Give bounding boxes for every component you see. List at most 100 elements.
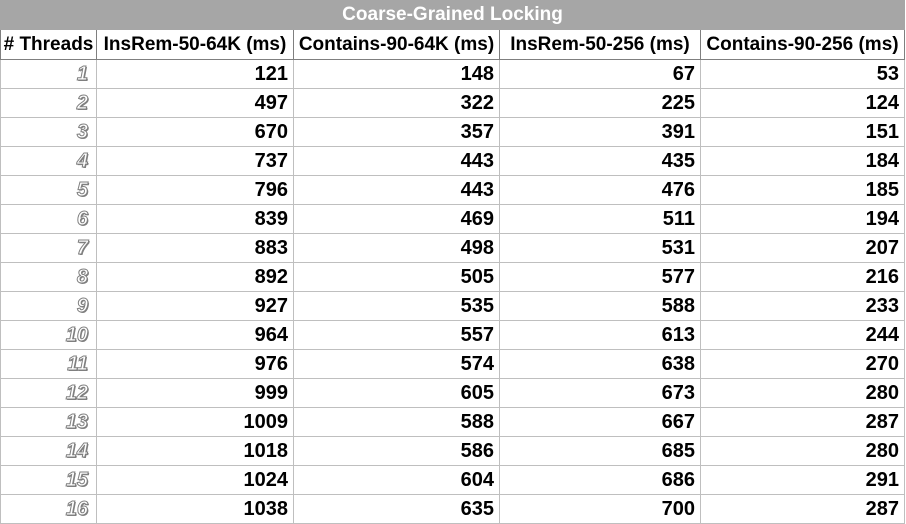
contains-64k-cell: 635 <box>293 494 500 524</box>
thread-count-cell: 9 <box>0 291 97 321</box>
contains-64k-cell: 148 <box>293 59 500 89</box>
insrem-64k-cell: 737 <box>96 146 294 176</box>
table-row: 4 737 443 435 184 <box>0 146 906 176</box>
insrem-64k-cell: 1009 <box>96 407 294 437</box>
insrem-256-cell: 667 <box>499 407 701 437</box>
insrem-256-cell: 685 <box>499 436 701 466</box>
table-row: 11 976 574 638 270 <box>0 349 906 379</box>
insrem-256-cell: 686 <box>499 465 701 495</box>
contains-64k-cell: 557 <box>293 320 500 350</box>
table-title: Coarse-Grained Locking <box>0 0 906 30</box>
contains-64k-cell: 357 <box>293 117 500 147</box>
insrem-64k-cell: 964 <box>96 320 294 350</box>
thread-count-cell: 4 <box>0 146 97 176</box>
thread-count-cell: 8 <box>0 262 97 292</box>
insrem-64k-cell: 1018 <box>96 436 294 466</box>
insrem-64k-cell: 892 <box>96 262 294 292</box>
table-row: 13 1009 588 667 287 <box>0 407 906 437</box>
table-row: 7 883 498 531 207 <box>0 233 906 263</box>
table-body: 1 121 148 67 53 2 497 322 225 124 3 670 357 391 151 4 73… <box>0 59 906 524</box>
insrem-256-cell: 531 <box>499 233 701 263</box>
contains-64k-cell: 505 <box>293 262 500 292</box>
insrem-64k-cell: 796 <box>96 175 294 205</box>
insrem-256-cell: 577 <box>499 262 701 292</box>
insrem-256-cell: 700 <box>499 494 701 524</box>
contains-256-cell: 53 <box>699 59 906 89</box>
column-header-threads: # Threads <box>0 29 97 60</box>
thread-count-cell: 5 <box>0 175 97 205</box>
contains-64k-cell: 469 <box>293 204 500 234</box>
insrem-64k-cell: 999 <box>96 378 294 408</box>
insrem-64k-cell: 976 <box>96 349 294 379</box>
column-header-contains-64k: Contains-90-64K (ms) <box>293 29 500 60</box>
contains-256-cell: 185 <box>699 175 906 205</box>
contains-256-cell: 151 <box>699 117 906 147</box>
table-row: 9 927 535 588 233 <box>0 291 906 321</box>
insrem-64k-cell: 927 <box>96 291 294 321</box>
table-row: 15 1024 604 686 291 <box>0 465 906 495</box>
table-row: 16 1038 635 700 287 <box>0 494 906 524</box>
contains-256-cell: 216 <box>699 262 906 292</box>
thread-count-cell: 3 <box>0 117 97 147</box>
contains-64k-cell: 588 <box>293 407 500 437</box>
thread-count-cell: 7 <box>0 233 97 263</box>
insrem-256-cell: 613 <box>499 320 701 350</box>
insrem-256-cell: 588 <box>499 291 701 321</box>
thread-count-cell: 2 <box>0 88 97 118</box>
contains-256-cell: 184 <box>699 146 906 176</box>
thread-count-cell: 16 <box>0 494 97 524</box>
contains-64k-cell: 574 <box>293 349 500 379</box>
contains-64k-cell: 498 <box>293 233 500 263</box>
insrem-64k-cell: 1024 <box>96 465 294 495</box>
contains-64k-cell: 605 <box>293 378 500 408</box>
contains-256-cell: 124 <box>699 88 906 118</box>
insrem-64k-cell: 839 <box>96 204 294 234</box>
insrem-256-cell: 225 <box>499 88 701 118</box>
insrem-256-cell: 638 <box>499 349 701 379</box>
column-header-contains-256: Contains-90-256 (ms) <box>699 29 906 60</box>
column-header-insrem-256: InsRem-50-256 (ms) <box>499 29 701 60</box>
insrem-256-cell: 673 <box>499 378 701 408</box>
table-row: 5 796 443 476 185 <box>0 175 906 205</box>
table-row: 2 497 322 225 124 <box>0 88 906 118</box>
contains-64k-cell: 322 <box>293 88 500 118</box>
contains-256-cell: 280 <box>699 436 906 466</box>
table-row: 12 999 605 673 280 <box>0 378 906 408</box>
insrem-64k-cell: 883 <box>96 233 294 263</box>
thread-count-cell: 14 <box>0 436 97 466</box>
thread-count-cell: 1 <box>0 59 97 89</box>
contains-256-cell: 291 <box>699 465 906 495</box>
table-row: 14 1018 586 685 280 <box>0 436 906 466</box>
insrem-64k-cell: 121 <box>96 59 294 89</box>
contains-64k-cell: 535 <box>293 291 500 321</box>
contains-256-cell: 194 <box>699 204 906 234</box>
table-row: 3 670 357 391 151 <box>0 117 906 147</box>
insrem-256-cell: 67 <box>499 59 701 89</box>
contains-64k-cell: 586 <box>293 436 500 466</box>
thread-count-cell: 10 <box>0 320 97 350</box>
contains-64k-cell: 443 <box>293 146 500 176</box>
insrem-64k-cell: 670 <box>96 117 294 147</box>
contains-256-cell: 280 <box>699 378 906 408</box>
contains-64k-cell: 604 <box>293 465 500 495</box>
title-row: Coarse-Grained Locking <box>0 0 906 30</box>
thread-count-cell: 11 <box>0 349 97 379</box>
table-row: 8 892 505 577 216 <box>0 262 906 292</box>
header-row: # Threads InsRem-50-64K (ms) Contains-90… <box>0 29 906 60</box>
column-header-insrem-64k: InsRem-50-64K (ms) <box>96 29 294 60</box>
contains-256-cell: 233 <box>699 291 906 321</box>
insrem-256-cell: 511 <box>499 204 701 234</box>
table-row: 1 121 148 67 53 <box>0 59 906 89</box>
insrem-256-cell: 391 <box>499 117 701 147</box>
insrem-256-cell: 476 <box>499 175 701 205</box>
thread-count-cell: 6 <box>0 204 97 234</box>
contains-256-cell: 244 <box>699 320 906 350</box>
thread-count-cell: 12 <box>0 378 97 408</box>
contains-256-cell: 287 <box>699 407 906 437</box>
contains-256-cell: 270 <box>699 349 906 379</box>
insrem-256-cell: 435 <box>499 146 701 176</box>
contains-256-cell: 207 <box>699 233 906 263</box>
table-row: 10 964 557 613 244 <box>0 320 906 350</box>
